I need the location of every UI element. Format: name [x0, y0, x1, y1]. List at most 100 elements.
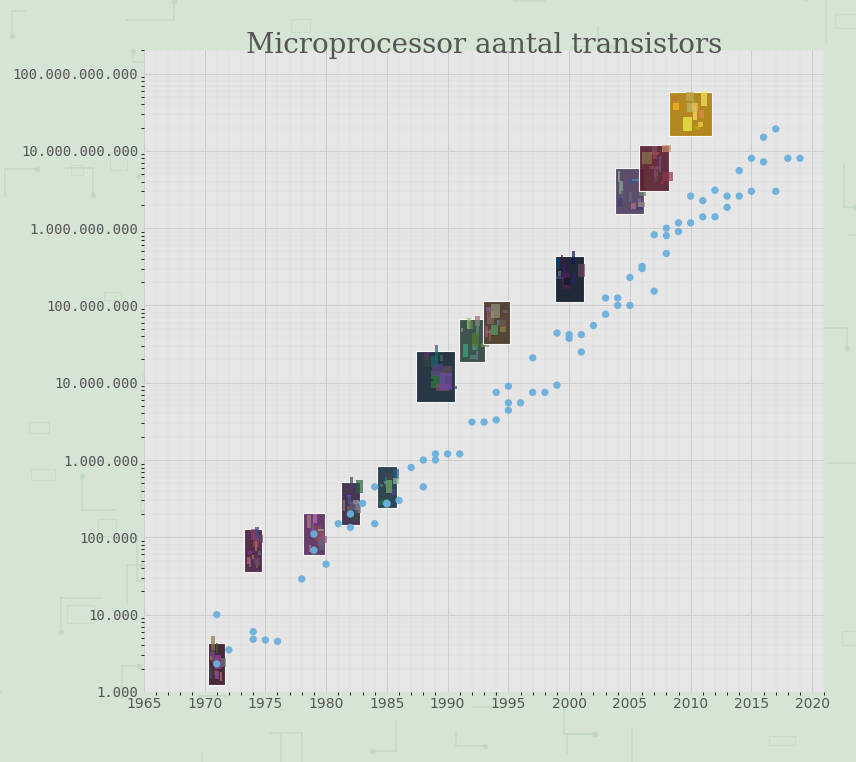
Point	[319, 558, 333, 570]
Bar	[351, 503, 354, 508]
Bar	[215, 671, 219, 679]
Point	[720, 190, 734, 202]
Point	[368, 481, 382, 493]
Bar	[348, 506, 351, 511]
Point	[259, 634, 272, 646]
Bar	[496, 320, 502, 325]
Bar	[683, 117, 693, 130]
Bar	[563, 264, 567, 278]
Bar	[31, 469, 55, 480]
Bar	[687, 103, 697, 112]
Bar	[663, 172, 673, 181]
Bar	[561, 255, 562, 265]
Bar	[253, 533, 259, 547]
Bar	[354, 500, 360, 504]
Bar	[654, 168, 656, 178]
Bar	[310, 528, 316, 533]
Bar	[424, 352, 429, 360]
Bar	[573, 277, 575, 282]
Bar	[631, 203, 636, 210]
Bar	[461, 328, 463, 332]
Bar	[383, 499, 389, 504]
Point	[720, 201, 734, 213]
Bar	[197, 565, 217, 575]
Point	[307, 528, 321, 540]
Point	[586, 319, 600, 331]
Bar	[313, 514, 318, 523]
Point	[222, 644, 235, 656]
Point	[659, 248, 673, 260]
Bar	[353, 500, 359, 504]
Bar	[568, 282, 574, 284]
Point	[441, 448, 455, 460]
Bar	[692, 103, 698, 111]
Bar	[431, 356, 437, 367]
Point	[745, 185, 758, 197]
Bar	[247, 551, 252, 554]
Bar	[110, 152, 127, 170]
Point	[708, 211, 722, 223]
Bar	[210, 668, 212, 679]
Point	[502, 404, 515, 416]
Point	[210, 609, 223, 621]
Bar	[440, 373, 452, 390]
Point	[295, 573, 309, 585]
Point	[598, 308, 612, 320]
Bar	[251, 529, 257, 540]
Bar	[556, 277, 566, 279]
Bar	[430, 379, 433, 382]
Point	[490, 414, 503, 426]
Point	[794, 152, 807, 165]
Point	[392, 495, 406, 507]
Point	[659, 222, 673, 234]
Bar	[431, 371, 444, 388]
Bar	[208, 642, 225, 685]
Point	[247, 633, 260, 645]
Bar	[432, 364, 443, 376]
Bar	[477, 320, 479, 334]
Bar	[68, 606, 94, 623]
Bar	[220, 671, 223, 680]
Point	[708, 184, 722, 197]
Bar	[490, 304, 500, 318]
Bar	[639, 145, 669, 191]
Bar	[307, 515, 311, 528]
Bar	[380, 485, 383, 487]
Bar	[313, 514, 317, 527]
Bar	[443, 366, 452, 376]
Point	[490, 386, 503, 399]
Bar	[312, 523, 313, 532]
Bar	[490, 325, 498, 335]
Bar	[651, 146, 657, 158]
Bar	[256, 561, 258, 568]
Bar	[319, 536, 327, 543]
Bar	[734, 212, 758, 229]
Point	[453, 448, 467, 460]
Point	[562, 328, 576, 341]
Bar	[436, 384, 449, 391]
Bar	[104, 293, 121, 300]
Bar	[630, 180, 635, 183]
Bar	[249, 559, 251, 567]
Point	[684, 216, 698, 229]
Bar	[483, 301, 509, 344]
Bar	[654, 171, 658, 176]
Point	[781, 152, 794, 165]
Bar	[215, 655, 221, 669]
Point	[417, 481, 431, 493]
Point	[526, 352, 539, 364]
Bar	[571, 46, 591, 60]
Bar	[141, 372, 157, 383]
Point	[538, 386, 551, 399]
Point	[210, 658, 223, 670]
Point	[550, 379, 564, 391]
Point	[733, 165, 746, 177]
Bar	[393, 478, 399, 485]
Point	[635, 262, 649, 274]
Bar	[674, 101, 680, 110]
Bar	[488, 306, 490, 318]
Bar	[29, 422, 49, 433]
Bar	[659, 156, 661, 171]
Bar	[259, 535, 264, 543]
Bar	[326, 381, 346, 389]
